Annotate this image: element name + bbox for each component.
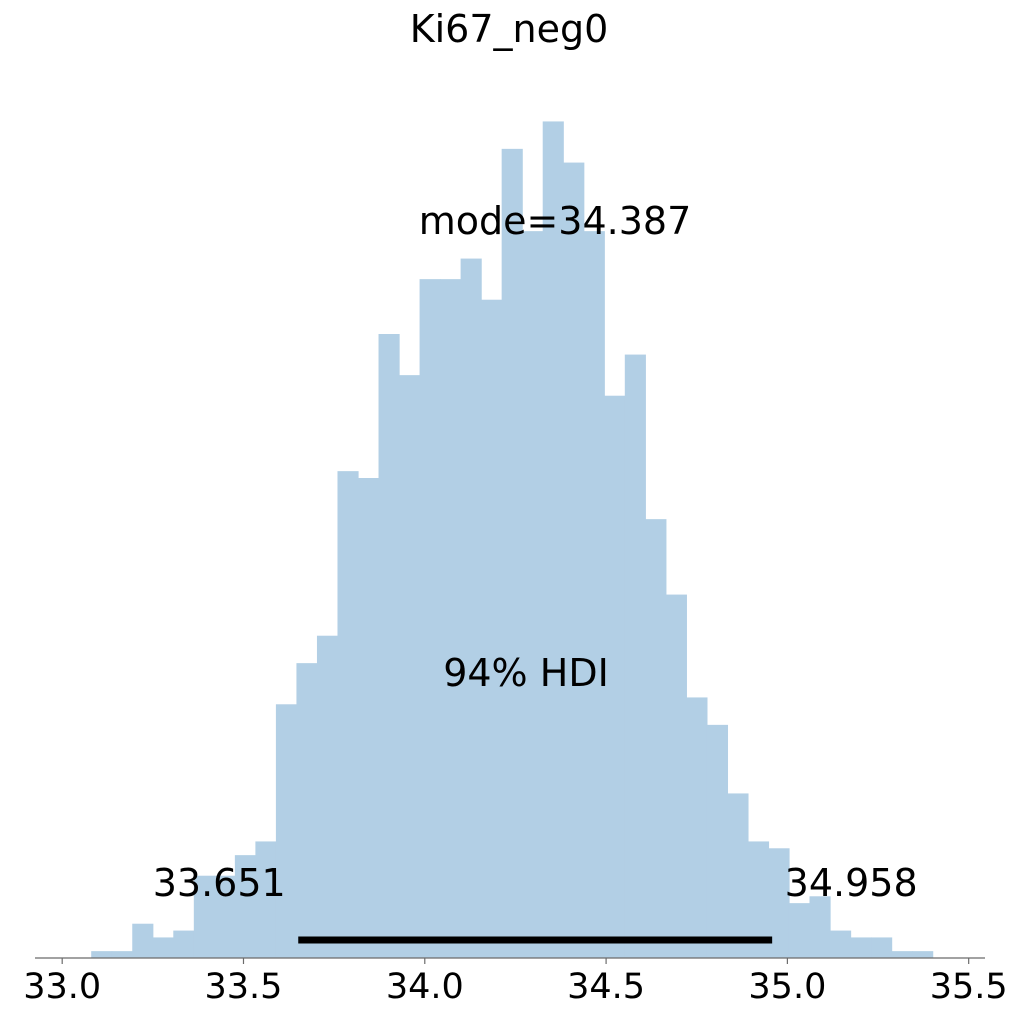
histogram-bar <box>522 231 544 959</box>
histogram-bar <box>645 519 667 958</box>
histogram-bar <box>399 375 421 959</box>
histogram-bar <box>193 875 215 958</box>
x-axis-ticks: 33.0 33.5 34.0 34.5 35.0 35.5 <box>23 958 1008 1007</box>
histogram-bar <box>111 951 133 958</box>
histogram-bar <box>830 930 852 958</box>
histogram-bar <box>316 635 339 958</box>
histogram-bar <box>255 841 277 958</box>
hdi-label: 94% HDI <box>443 651 609 695</box>
histogram-bar <box>665 594 687 958</box>
histogram-bar <box>747 841 770 958</box>
histogram-bar <box>563 162 585 959</box>
histogram-bar <box>358 478 380 958</box>
x-tick-label: 33.0 <box>23 967 101 1007</box>
chart-title: Ki67_neg0 <box>410 7 609 51</box>
histogram-bar <box>912 951 934 958</box>
histogram-bar <box>481 299 503 958</box>
histogram-bar <box>275 704 298 958</box>
x-tick-label: 35.5 <box>930 967 1008 1007</box>
histogram-bar <box>727 793 749 958</box>
histogram-bar <box>214 875 236 958</box>
histogram-bar <box>152 937 174 958</box>
x-tick-label: 34.0 <box>386 967 464 1007</box>
histogram-bar <box>624 354 646 959</box>
x-tick-label: 33.5 <box>205 967 283 1007</box>
histogram-bar <box>337 471 359 958</box>
histogram-bar <box>686 697 708 958</box>
histogram-bar <box>891 951 913 958</box>
histogram-bars <box>91 121 934 959</box>
histogram-bar <box>809 896 831 958</box>
histogram-bar <box>460 258 482 959</box>
x-tick-label: 35.0 <box>748 967 826 1007</box>
histogram-bar <box>378 334 400 958</box>
histogram-bar <box>234 855 256 958</box>
histogram-bar <box>850 937 872 958</box>
histogram-bar <box>788 903 811 958</box>
histogram-bar <box>871 937 893 958</box>
x-tick-label: 34.5 <box>567 967 645 1007</box>
histogram-bar <box>173 930 195 958</box>
histogram-bar <box>132 923 154 958</box>
mode-label: mode=34.387 <box>419 199 692 243</box>
hdi-high-label: 34.958 <box>785 861 918 905</box>
histogram-bar <box>440 279 462 959</box>
histogram-bar <box>583 231 605 959</box>
histogram-bar <box>768 848 790 958</box>
histogram-bar <box>501 148 523 958</box>
histogram-bar <box>542 121 564 958</box>
histogram-bar <box>419 279 441 959</box>
hdi-low-label: 33.651 <box>153 861 286 905</box>
histogram-bar <box>604 395 626 958</box>
histogram-bar <box>91 951 113 958</box>
histogram-bar <box>296 663 318 958</box>
histogram-bar <box>706 724 729 958</box>
